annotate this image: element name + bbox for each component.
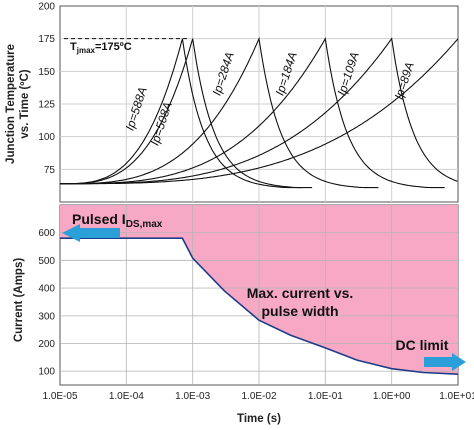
tjmax-label: Tjmax=175ºC (70, 41, 132, 55)
temperature-curve-3 (60, 36, 379, 189)
time-x-tick-label: 1.0E-03 (175, 391, 210, 402)
time-x-tick-label: 1.0E-01 (308, 391, 343, 402)
temperature-curve-4 (60, 37, 445, 189)
temperature-y-tick-label: 75 (44, 165, 56, 176)
temperature-y-tick-label: 175 (38, 34, 55, 45)
pulsed-ids-max-label: Pulsed IDS,max (72, 211, 163, 230)
time-x-tick-label: 1.0E+00 (373, 391, 411, 402)
current-y-tick-label: 300 (38, 311, 55, 322)
current-y-tick-label: 500 (38, 256, 55, 267)
time-x-tick-label: 1.0E-02 (241, 391, 276, 402)
time-x-ticks: 1.0E-05 1.0E-04 1.0E-03 1.0E-02 1.0E-01 1.0E+… (42, 391, 474, 402)
temperature-y-tick-label: 125 (38, 100, 55, 111)
current-y-tick-label: 200 (38, 339, 55, 350)
time-x-axis-title: Time (s) (237, 413, 281, 425)
dc-limit-arrow (424, 353, 466, 371)
max-current-line (59, 237, 459, 375)
current-y-tick-label: 600 (38, 228, 55, 239)
temperature-y-axis-title-line2: vs. Time (ºC) (19, 69, 31, 138)
current-panel: 100 200 300 400 500 600 1.0E-05 1.0E-04 1.0E-03… (13, 204, 474, 425)
temperature-curves (60, 36, 459, 189)
temperature-y-ticks: 200 175 150 125 100 75 (38, 2, 55, 176)
curve-label-line1: Max. current vs. (247, 285, 354, 301)
dc-limit-label: DC limit (396, 337, 449, 353)
temperature-y-tick-label: 100 (38, 132, 55, 143)
curve-label-line2: pulse width (262, 303, 339, 319)
time-x-tick-label: 1.0E-04 (109, 391, 144, 402)
current-y-axis-title: Current (Amps) (13, 258, 25, 343)
temperature-curve-6 (60, 38, 459, 185)
current-y-ticks: 100 200 300 400 500 600 (38, 228, 55, 377)
temperature-curve-2 (60, 38, 313, 189)
temperature-y-tick-label: 150 (38, 67, 55, 78)
time-x-tick-label: 1.0E+01 (439, 391, 474, 402)
time-x-tick-label: 1.0E-05 (42, 391, 77, 402)
current-y-tick-label: 100 (38, 367, 55, 378)
current-grid (60, 205, 458, 385)
temperature-y-tick-label: 200 (38, 2, 55, 13)
temperature-y-axis-title-line1: Junction Temperature (5, 44, 17, 164)
current-y-tick-label: 400 (38, 284, 55, 295)
pulsed-arrow (62, 224, 120, 242)
